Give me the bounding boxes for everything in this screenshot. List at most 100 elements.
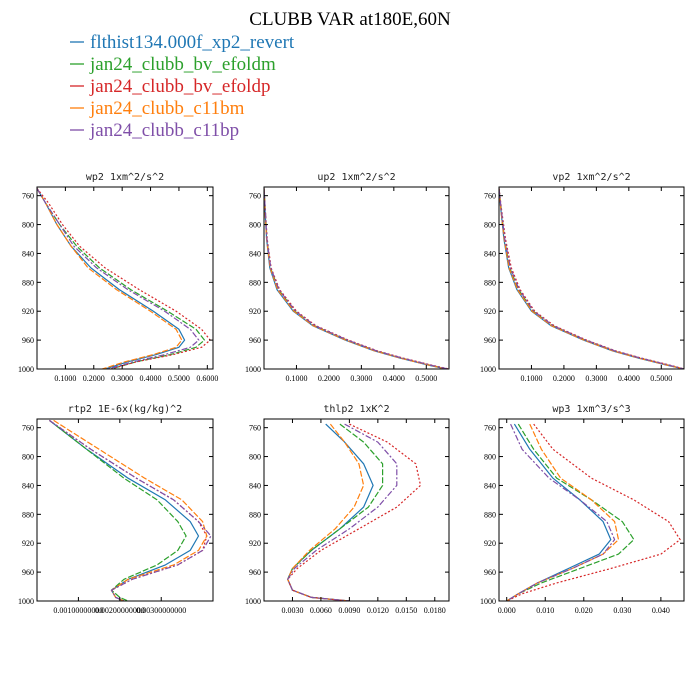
y-tick-label: 1000 xyxy=(480,597,496,606)
series-line-3 xyxy=(287,423,422,601)
y-tick-label: 840 xyxy=(249,249,261,258)
x-tick-label: 0.1000 xyxy=(520,374,542,383)
series-line-2 xyxy=(37,188,206,369)
plot-frame xyxy=(498,418,685,602)
y-tick-label: 920 xyxy=(22,539,34,548)
y-tick-label: 920 xyxy=(249,307,261,316)
x-tick-label: 0.00300000000 xyxy=(136,606,186,615)
x-tick-label: 0.2000 xyxy=(553,374,575,383)
y-tick-label: 960 xyxy=(484,336,496,345)
series-line-4 xyxy=(53,419,208,601)
series-line-3 xyxy=(506,423,681,601)
y-tick-label: 800 xyxy=(484,221,496,230)
x-tick-label: 0.0180 xyxy=(424,606,446,615)
series-line-4 xyxy=(264,188,447,369)
series-group xyxy=(37,188,211,369)
x-tick-label: 0.0150 xyxy=(395,606,417,615)
series-line-3 xyxy=(37,188,211,369)
x-tick-label: 0.0090 xyxy=(338,606,360,615)
x-tick-label: 0.5000 xyxy=(168,374,190,383)
y-tick-label: 960 xyxy=(22,568,34,577)
y-tick-label: 1000 xyxy=(18,597,34,606)
plot-frame xyxy=(36,418,214,602)
y-tick-label: 840 xyxy=(249,481,261,490)
x-tick-label: 0.000 xyxy=(498,606,516,615)
series-group xyxy=(49,419,212,601)
series-line-4 xyxy=(499,188,684,369)
x-tick-label: 0.1000 xyxy=(285,374,307,383)
series-line-1 xyxy=(49,419,200,601)
series-group xyxy=(506,423,681,601)
x-tick-label: 0.00100000000 xyxy=(53,606,103,615)
series-line-5 xyxy=(287,423,398,601)
y-tick-label: 920 xyxy=(22,307,34,316)
y-tick-label: 920 xyxy=(484,539,496,548)
series-line-2 xyxy=(287,423,384,601)
series-line-5 xyxy=(499,188,684,369)
series-line-3 xyxy=(49,419,208,601)
series-line-4 xyxy=(37,188,183,369)
series-line-5 xyxy=(37,188,200,369)
y-tick-label: 880 xyxy=(249,510,261,519)
y-tick-label: 760 xyxy=(22,192,34,201)
plot-frame xyxy=(498,186,685,370)
y-tick-label: 960 xyxy=(22,336,34,345)
panel-title: wp3 1xm^3/s^3 xyxy=(552,404,630,415)
series-line-5 xyxy=(506,423,616,601)
x-tick-label: 0.4000 xyxy=(140,374,162,383)
y-tick-label: 760 xyxy=(484,192,496,201)
y-tick-label: 800 xyxy=(22,453,34,462)
series-line-2 xyxy=(264,188,448,369)
panel-6: wp3 1xm^3/s^3 760 800 840 880 920 960 10000.000… xyxy=(480,404,685,615)
x-tick-label: 0.0060 xyxy=(310,606,332,615)
y-tick-label: 760 xyxy=(22,424,34,433)
y-tick-label: 880 xyxy=(22,510,34,519)
x-tick-label: 0.040 xyxy=(652,606,670,615)
x-tick-label: 0.010 xyxy=(536,606,554,615)
y-tick-label: 760 xyxy=(249,424,261,433)
plot-frame xyxy=(36,186,214,370)
y-tick-label: 840 xyxy=(22,249,34,258)
legend-label: jan24_clubb_bv_efoldm xyxy=(89,54,276,75)
figure-title: CLUBB VAR at180E,60N xyxy=(249,9,451,30)
y-tick-label: 840 xyxy=(484,481,496,490)
y-tick-label: 840 xyxy=(484,249,496,258)
y-tick-label: 800 xyxy=(22,221,34,230)
y-tick-label: 1000 xyxy=(18,365,34,374)
y-tick-label: 880 xyxy=(249,278,261,287)
series-line-3 xyxy=(264,188,449,369)
y-tick-label: 800 xyxy=(484,453,496,462)
series-group xyxy=(287,423,422,601)
y-tick-label: 920 xyxy=(484,307,496,316)
series-line-5 xyxy=(49,419,212,601)
plot-frame xyxy=(263,186,450,370)
legend-label: jan24_clubb_bv_efoldp xyxy=(89,76,270,97)
x-tick-label: 0.3000 xyxy=(585,374,607,383)
panel-1: wp2 1xm^2/s^2 760 800 840 880 920 960 1000 0.100… xyxy=(18,172,218,383)
y-tick-label: 1000 xyxy=(245,597,261,606)
y-tick-label: 760 xyxy=(249,192,261,201)
series-line-5 xyxy=(264,188,449,369)
y-tick-label: 960 xyxy=(249,336,261,345)
y-tick-label: 760 xyxy=(484,424,496,433)
panel-title: vp2 1xm^2/s^2 xyxy=(552,172,630,183)
x-tick-label: 0.030 xyxy=(613,606,631,615)
y-tick-label: 840 xyxy=(22,481,34,490)
legend-label: jan24_clubb_c11bm xyxy=(89,98,245,119)
legend-label: jan24_clubb_c11bp xyxy=(89,120,239,141)
legend: flthist134.000f_xp2_revertjan24_clubb_bv… xyxy=(70,32,295,141)
plot-frame xyxy=(263,418,450,602)
y-tick-label: 920 xyxy=(249,539,261,548)
panel-4: rtp2 1E-6x(kg/kg)^2 760 800 840 880 920 960 100… xyxy=(18,404,214,615)
legend-label: flthist134.000f_xp2_revert xyxy=(90,32,295,53)
x-tick-label: 0.020 xyxy=(575,606,593,615)
y-tick-label: 880 xyxy=(484,278,496,287)
panel-3: vp2 1xm^2/s^2 760 800 840 880 920 960 1000 0.100… xyxy=(480,172,685,383)
x-tick-label: 0.2000 xyxy=(318,374,340,383)
x-tick-label: 0.2000 xyxy=(83,374,105,383)
panel-title: up2 1xm^2/s^2 xyxy=(317,172,395,183)
x-tick-label: 0.00200000000 xyxy=(95,606,145,615)
y-tick-label: 880 xyxy=(484,510,496,519)
